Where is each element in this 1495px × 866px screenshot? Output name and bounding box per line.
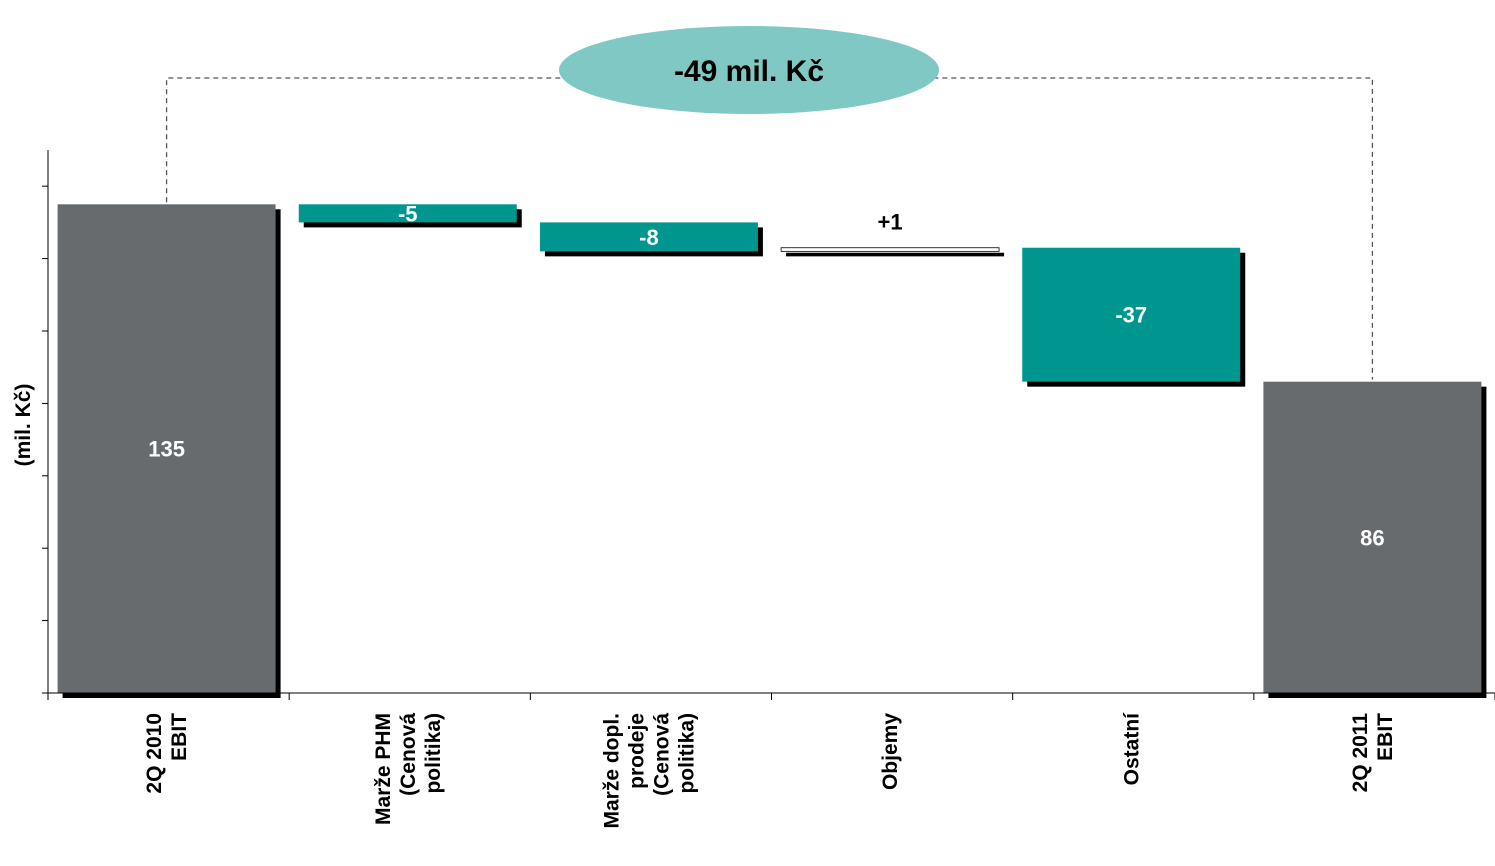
- value-label: +1: [878, 210, 903, 235]
- bar-total: [1263, 381, 1482, 693]
- value-label: 86: [1360, 525, 1384, 550]
- connector-line: [165, 77, 1374, 380]
- y-axis-title: (mil. Kč): [12, 384, 35, 467]
- y-axis: [42, 150, 49, 694]
- x-axis: [47, 692, 1495, 700]
- category-label: Marže PHM(Cenovápolitika): [372, 713, 445, 825]
- category-label: Objemy: [879, 713, 902, 790]
- category-labels: 2Q 2010EBIT Marže PHM(Cenovápolitika) Marž…: [143, 712, 1397, 829]
- total-change-connector: -49 mil. Kč: [165, 26, 1374, 380]
- bar-decrease: [539, 222, 758, 252]
- value-label: -8: [639, 225, 659, 250]
- value-label: -37: [1115, 303, 1147, 328]
- value-label: 135: [148, 437, 185, 462]
- bar-increase: [780, 247, 1000, 252]
- total-change-label: -49 mil. Kč: [674, 55, 824, 88]
- bar-shadow: [786, 252, 1005, 257]
- category-label: 2Q 2010EBIT: [143, 713, 191, 794]
- bar-decrease: [298, 204, 517, 223]
- bar-total: [57, 204, 276, 694]
- category-label: Ostatní: [1120, 712, 1143, 786]
- value-label: -5: [398, 201, 418, 226]
- total-change-ellipse: [559, 26, 939, 114]
- category-label: Marže dopl.prodeje(Cenovápolitika): [600, 713, 698, 829]
- bar-decrease: [1022, 247, 1241, 382]
- bars-layer: [57, 204, 1487, 699]
- category-label: 2Q 2011EBIT: [1349, 713, 1397, 793]
- value-labels: 135 -5 -8 +1 -37 86: [148, 201, 1384, 550]
